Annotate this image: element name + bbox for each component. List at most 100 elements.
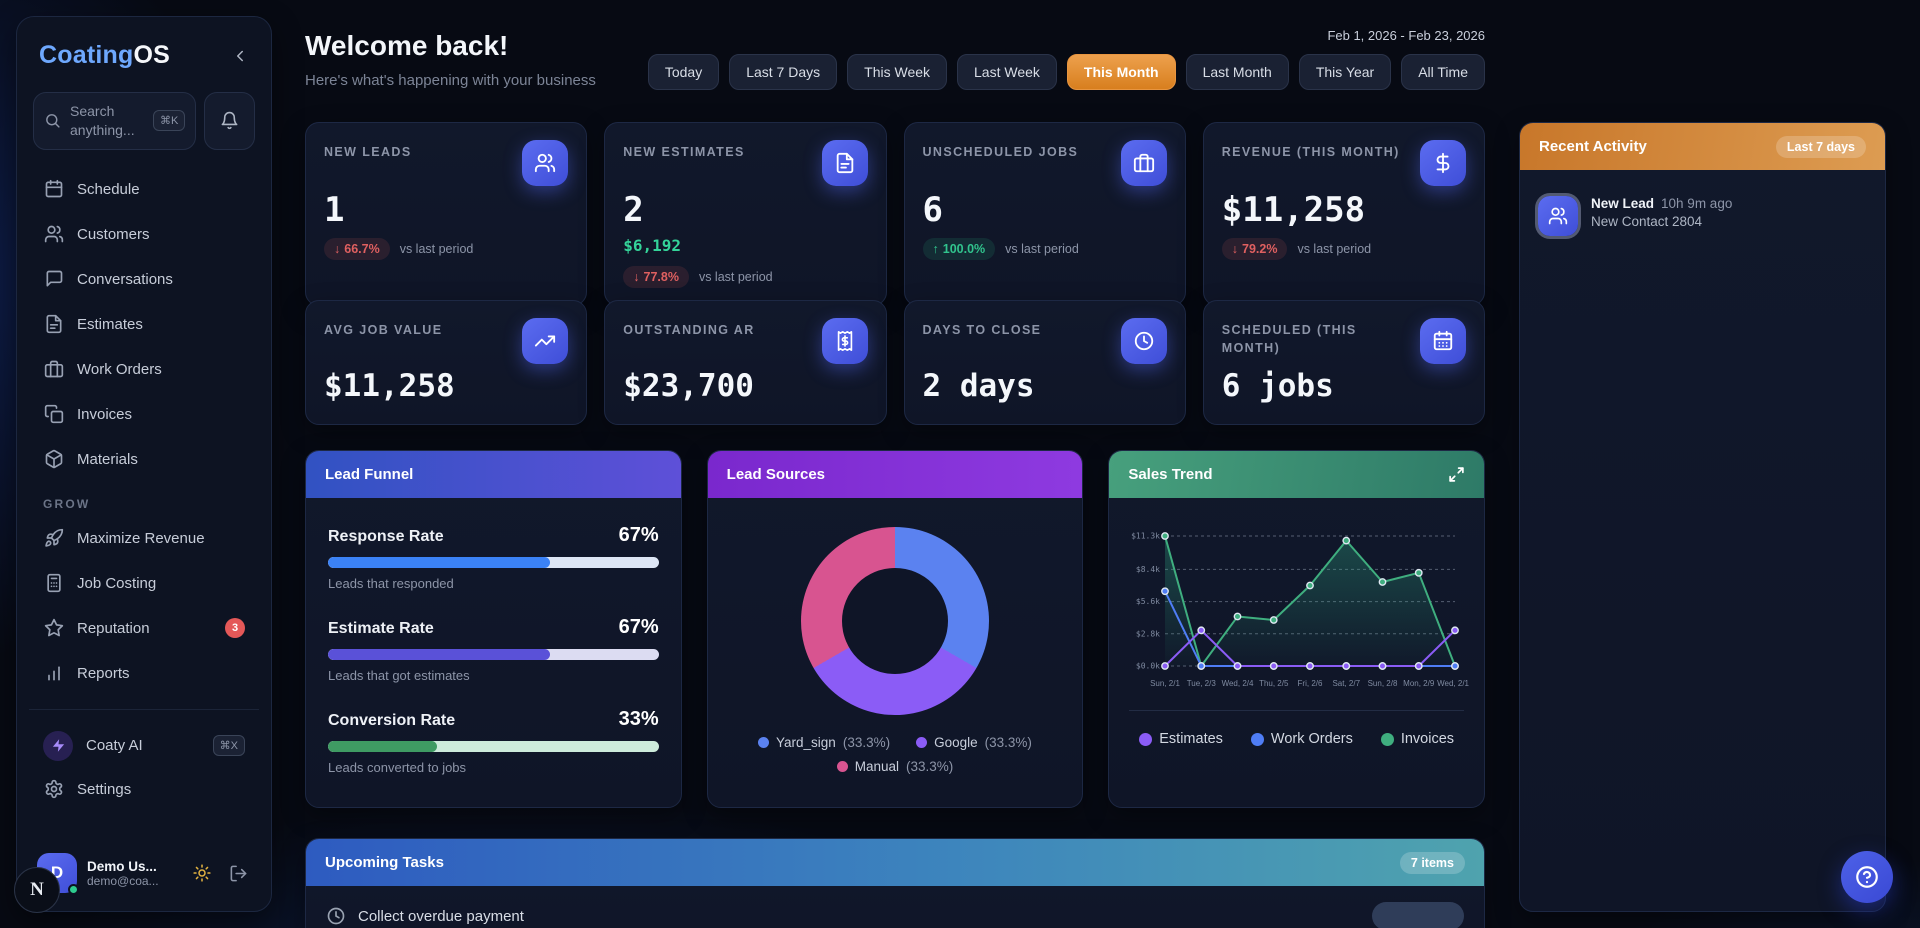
notification-count-badge: 3 <box>225 618 245 639</box>
kpi-row-1: NEW LEADS 1 ↓ 66.7% vs last period NEW ES… <box>305 122 1485 306</box>
sidebar-item-job-costing[interactable]: Job Costing <box>33 564 255 603</box>
clock-icon <box>1120 318 1167 364</box>
activity-range-badge: Last 7 days <box>1775 135 1866 158</box>
kpi-delta-row: ↑ 100.0% vs last period <box>922 238 1167 260</box>
sidebar-item-customers[interactable]: Customers <box>33 215 255 254</box>
date-filter-group: Today Last 7 Days This Week Last Week This M… <box>647 54 1485 90</box>
kpi-row-2: AVG JOB VALUE $11,258 OUTSTANDING AR $23… <box>305 300 1485 425</box>
delta-badge: ↓ 66.7% <box>324 238 390 260</box>
filter-last-month[interactable]: Last Month <box>1185 54 1289 90</box>
kpi-card-new-estimates: NEW ESTIMATES 2 $6,192 ↓ 77.8% vs last pe… <box>604 122 887 306</box>
legend-dot <box>916 737 928 748</box>
filter-last-7-days[interactable]: Last 7 Days <box>729 54 838 90</box>
svg-text:Wed, 2/4: Wed, 2/4 <box>1221 679 1253 688</box>
expand-icon[interactable] <box>1448 466 1465 483</box>
activity-time: 10h 9m ago <box>1661 196 1733 211</box>
search-shortcut: ⌘K <box>153 110 186 132</box>
task-due-pill[interactable] <box>1372 902 1464 928</box>
progress-bar <box>328 741 659 752</box>
page-title: Welcome back! <box>305 30 509 61</box>
kpi-card-unscheduled-jobs: UNSCHEDULED JOBS 6 ↑ 100.0% vs last perio… <box>903 122 1186 306</box>
sidebar-item-maximize-revenue[interactable]: Maximize Revenue <box>33 519 255 558</box>
filter-this-week[interactable]: This Week <box>847 54 948 90</box>
users-icon <box>522 140 569 186</box>
notifications-button[interactable] <box>204 92 255 150</box>
legend-item-yard-sign: Yard_sign (33.3%) <box>758 735 890 750</box>
sidebar-item-coaty-ai[interactable]: Coaty AI ⌘X <box>33 722 255 770</box>
sidebar-item-conversations[interactable]: Conversations <box>33 260 255 299</box>
bar-chart-icon <box>43 663 64 684</box>
calendar-grid-icon <box>1420 318 1466 364</box>
charts-row: Lead Funnel Response Rate 67% Leads that… <box>305 450 1485 808</box>
logout-button[interactable] <box>225 860 251 886</box>
lead-sources-title: Lead Sources <box>726 466 826 483</box>
lead-sources-legend: Yard_sign (33.3%) Google (33.3%) Manual … <box>750 735 1040 774</box>
kpi-delta-row: ↓ 79.2% vs last period <box>1221 238 1466 260</box>
sidebar-item-work-orders[interactable]: Work Orders <box>33 350 255 389</box>
kpi-sub-value: $6,192 <box>623 236 682 255</box>
users-icon <box>43 224 64 245</box>
user-menu[interactable]: D Demo Us... demo@coa... <box>33 845 255 895</box>
svg-text:Sun, 2/1: Sun, 2/1 <box>1150 679 1180 688</box>
svg-text:$8.4k: $8.4k <box>1136 565 1160 574</box>
sidebar-item-invoices[interactable]: Invoices <box>33 395 255 434</box>
briefcase-icon <box>1120 140 1167 186</box>
user-email: demo@coa... <box>87 873 159 888</box>
upcoming-tasks-title: Upcoming Tasks <box>325 854 444 871</box>
kpi-card-avg-job-value: AVG JOB VALUE $11,258 <box>305 300 588 425</box>
svg-text:Wed, 2/11: Wed, 2/11 <box>1437 679 1469 688</box>
coaty-shortcut: ⌘X <box>212 735 245 757</box>
calculator-icon <box>43 573 64 594</box>
svg-text:Tue, 2/3: Tue, 2/3 <box>1186 679 1216 688</box>
donut-hole <box>841 568 948 674</box>
search-icon <box>44 112 61 129</box>
delta-badge: ↑ 100.0% <box>922 238 996 260</box>
recent-activity-panel: Recent Activity Last 7 days New Lead 10h … <box>1519 122 1886 912</box>
svg-text:Mon, 2/9: Mon, 2/9 <box>1403 679 1435 688</box>
svg-text:Sun, 2/8: Sun, 2/8 <box>1367 679 1397 688</box>
help-button[interactable] <box>1841 851 1893 903</box>
recent-activity-title: Recent Activity <box>1539 138 1647 155</box>
sidebar-nav: Schedule Customers Conversations Estimat… <box>33 170 255 479</box>
activity-title: New Lead <box>1591 196 1655 211</box>
trend-divider <box>1129 710 1464 711</box>
legend-dot <box>1250 732 1264 746</box>
svg-text:Sat, 2/7: Sat, 2/7 <box>1332 679 1360 688</box>
svg-text:$0.0k: $0.0k <box>1136 662 1160 671</box>
filter-this-year[interactable]: This Year <box>1298 54 1392 90</box>
activity-item[interactable]: New Lead 10h 9m ago New Contact 2804 <box>1520 170 1885 236</box>
help-icon <box>1854 864 1880 890</box>
progress-bar <box>328 649 659 660</box>
lead-funnel-title: Lead Funnel <box>325 466 414 483</box>
tasks-count-badge: 7 items <box>1399 851 1465 874</box>
filter-last-week[interactable]: Last Week <box>957 54 1057 90</box>
theme-toggle-button[interactable] <box>189 860 215 886</box>
upcoming-tasks-card: Upcoming Tasks 7 items Collect overdue p… <box>305 838 1485 928</box>
sidebar-item-reports[interactable]: Reports <box>33 654 255 693</box>
dev-overlay-badge[interactable]: N <box>14 867 60 913</box>
legend-item-google: Google (33.3%) <box>916 735 1032 750</box>
lead-funnel-card: Lead Funnel Response Rate 67% Leads that… <box>305 450 682 808</box>
task-item[interactable]: Collect overdue payment <box>306 886 1484 928</box>
filter-this-month[interactable]: This Month <box>1066 54 1176 90</box>
filter-today[interactable]: Today <box>647 54 720 90</box>
main-content: Welcome back! Here's what's happening wi… <box>305 0 1485 928</box>
sidebar-item-schedule[interactable]: Schedule <box>33 170 255 209</box>
sidebar: CoatingOS Search anything... ⌘K Schedule… <box>16 16 272 912</box>
filter-all-time[interactable]: All Time <box>1401 54 1485 90</box>
dollar-icon <box>1420 140 1466 186</box>
kpi-card-days-to-close: DAYS TO CLOSE 2 days <box>903 300 1186 425</box>
sidebar-item-estimates[interactable]: Estimates <box>33 305 255 344</box>
users-icon <box>1538 196 1578 236</box>
sidebar-item-reputation[interactable]: Reputation 3 <box>33 609 255 648</box>
user-name: Demo Us... <box>87 858 157 874</box>
sidebar-collapse-button[interactable] <box>227 43 253 69</box>
sidebar-nav-grow: Maximize Revenue Job Costing Reputation … <box>33 519 255 693</box>
legend-dot <box>836 761 848 772</box>
sidebar-item-materials[interactable]: Materials <box>33 440 255 479</box>
svg-text:$11.3k: $11.3k <box>1131 532 1160 541</box>
search-input[interactable]: Search anything... ⌘K <box>33 92 197 150</box>
arrow-down-icon: ↓ <box>633 270 640 284</box>
sidebar-item-settings[interactable]: Settings <box>33 770 255 809</box>
